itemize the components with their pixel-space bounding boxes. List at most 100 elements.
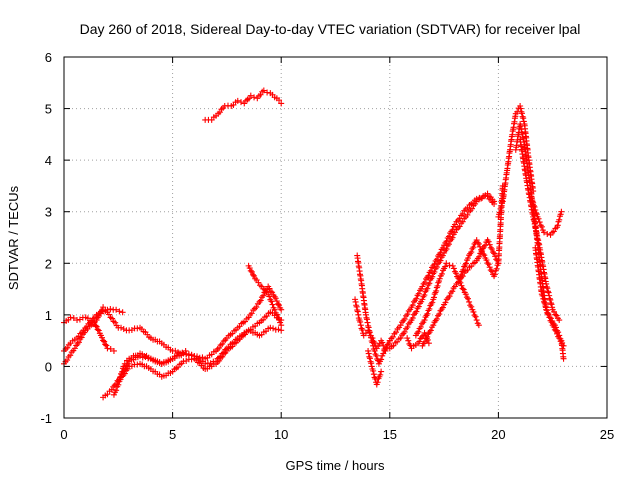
interpolated-point xyxy=(517,105,524,112)
interpolated-point xyxy=(248,310,255,317)
interpolated-point xyxy=(486,241,493,248)
interpolated-point xyxy=(547,296,554,303)
x-tick-label: 25 xyxy=(600,427,614,442)
interpolated-point xyxy=(482,242,489,249)
interpolated-point xyxy=(481,252,488,259)
interpolated-point xyxy=(370,367,377,374)
series-arc-t xyxy=(517,136,563,324)
y-tick-label: 1 xyxy=(45,308,52,323)
data-point xyxy=(104,306,111,313)
interpolated-point xyxy=(531,204,538,211)
interpolated-point xyxy=(101,338,108,345)
data-point xyxy=(271,306,278,313)
interpolated-point xyxy=(249,271,256,278)
data-point xyxy=(449,262,456,269)
data-point xyxy=(260,87,267,94)
interpolated-point xyxy=(518,110,525,117)
interpolated-point xyxy=(468,303,475,310)
series-arc-v xyxy=(532,244,567,362)
data-point xyxy=(541,229,548,236)
series-arc-q xyxy=(456,182,506,282)
interpolated-point xyxy=(246,265,253,272)
interpolated-point xyxy=(431,261,438,268)
interpolated-point xyxy=(466,298,473,305)
interpolated-point xyxy=(366,353,373,360)
data-point xyxy=(473,195,480,202)
data-points xyxy=(61,87,567,401)
data-point xyxy=(495,213,502,220)
interpolated-point xyxy=(95,327,102,334)
interpolated-point xyxy=(179,349,186,356)
interpolated-point xyxy=(546,292,553,299)
interpolated-point xyxy=(476,253,483,260)
data-point xyxy=(278,327,285,334)
interpolated-point xyxy=(429,273,436,280)
interpolated-point xyxy=(520,118,527,125)
series-arc-j xyxy=(352,296,389,354)
interpolated-point xyxy=(459,285,466,292)
interpolated-point xyxy=(468,249,475,256)
interpolated-point xyxy=(464,295,471,302)
interpolated-point xyxy=(557,211,564,218)
interpolated-point xyxy=(404,311,411,318)
interpolated-point xyxy=(433,315,440,322)
data-point xyxy=(119,309,126,316)
interpolated-point xyxy=(366,329,373,336)
interpolated-point xyxy=(415,328,422,335)
interpolated-point xyxy=(473,317,480,324)
interpolated-point xyxy=(553,312,560,319)
interpolated-point xyxy=(371,374,378,381)
interpolated-point xyxy=(539,292,546,299)
interpolated-point xyxy=(413,308,420,315)
data-point xyxy=(419,283,426,290)
interpolated-point xyxy=(480,250,487,257)
interpolated-point xyxy=(546,314,553,321)
data-point xyxy=(421,317,428,324)
interpolated-point xyxy=(368,360,375,367)
interpolated-point xyxy=(470,308,477,315)
data-point xyxy=(121,360,128,367)
interpolated-point xyxy=(378,356,385,363)
data-point xyxy=(278,306,285,313)
interpolated-point xyxy=(415,290,422,297)
interpolated-point xyxy=(457,279,464,286)
interpolated-point xyxy=(377,371,384,378)
interpolated-point xyxy=(113,387,120,394)
data-point xyxy=(267,324,274,331)
interpolated-point xyxy=(545,289,552,296)
data-point xyxy=(67,314,74,321)
interpolated-point xyxy=(270,325,277,332)
interpolated-point xyxy=(535,215,542,222)
interpolated-point xyxy=(257,297,264,304)
y-tick-label: 3 xyxy=(45,205,52,220)
interpolated-point xyxy=(260,292,267,299)
interpolated-point xyxy=(373,352,380,359)
data-point xyxy=(443,260,450,267)
interpolated-point xyxy=(401,328,408,335)
interpolated-point xyxy=(463,260,470,267)
interpolated-point xyxy=(474,239,481,246)
interpolated-point xyxy=(413,295,420,302)
interpolated-point xyxy=(277,319,284,326)
series-arc-u xyxy=(527,193,565,238)
interpolated-point xyxy=(491,271,498,278)
interpolated-point xyxy=(359,326,366,333)
tick-labels: 0 5 10 15 20 25 -1 0 1 2 3 4 5 6 xyxy=(40,50,614,442)
interpolated-point xyxy=(276,302,283,309)
interpolated-point xyxy=(269,289,276,296)
interpolated-point xyxy=(547,315,554,322)
data-point xyxy=(375,360,382,367)
x-axis-label: GPS time / hours xyxy=(286,458,385,473)
data-point xyxy=(425,340,432,347)
interpolated-point xyxy=(93,323,100,330)
interpolated-point xyxy=(475,240,482,247)
interpolated-point xyxy=(542,303,549,310)
interpolated-point xyxy=(123,367,130,374)
interpolated-point xyxy=(267,288,274,295)
interpolated-point xyxy=(418,334,425,341)
interpolated-point xyxy=(528,195,535,202)
data-point xyxy=(247,92,254,99)
interpolated-point xyxy=(172,347,179,354)
interpolated-point xyxy=(446,262,453,269)
